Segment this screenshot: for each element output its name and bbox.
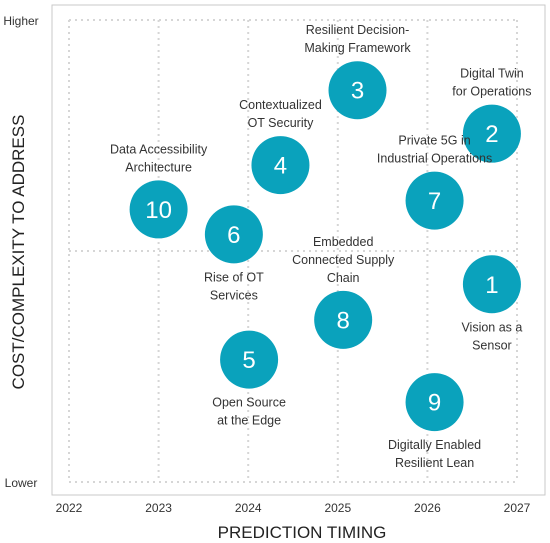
- point-label: OT Security: [248, 116, 315, 130]
- bubble-marker: [251, 136, 310, 195]
- x-tick-label: 2022: [56, 501, 83, 515]
- data-point: 10 Data Accessibility Architecture: [110, 142, 208, 239]
- x-tick-label: 2025: [324, 501, 351, 515]
- y-tick-label: Higher: [3, 14, 38, 28]
- point-label: Rise of OT: [204, 270, 264, 284]
- point-label: Chain: [327, 271, 360, 285]
- data-point: 6 Rise of OT Services: [204, 205, 264, 302]
- bubble-number: 7: [428, 188, 441, 215]
- data-points: 1 Vision as a Sensor 2 Digital Twin for Opera…: [110, 23, 532, 470]
- bubble-marker: [462, 255, 521, 314]
- bubble-number: 6: [227, 222, 240, 249]
- bubble-marker: [129, 180, 188, 239]
- x-tick-label: 2026: [414, 501, 441, 515]
- point-label: Sensor: [472, 338, 512, 352]
- plot-frame: [51, 4, 546, 496]
- bubble-marker: [328, 61, 387, 120]
- point-label: Making Framework: [304, 41, 411, 55]
- point-label: Contextualized: [239, 98, 322, 112]
- point-label: Vision as a: [461, 320, 522, 334]
- point-label: Embedded: [313, 235, 374, 249]
- bubble-marker: [314, 290, 373, 349]
- data-point: 8 Embedded Connected Supply Chain: [292, 235, 395, 349]
- bubble-number: 8: [336, 307, 349, 334]
- x-tick-labels: 2022 2023 2024 2025 2026 2027: [56, 501, 531, 515]
- bubble-number: 1: [485, 272, 498, 299]
- point-label: Open Source: [212, 396, 286, 410]
- data-point: 7 Private 5G in Industrial Operations: [377, 134, 492, 230]
- point-label: at the Edge: [217, 414, 281, 428]
- bubble-marker: [462, 104, 521, 163]
- grid-lines: [68, 19, 518, 483]
- x-tick-label: 2023: [145, 501, 172, 515]
- data-point: 3 Resilient Decision- Making Framework: [304, 23, 411, 120]
- point-label: Resilient Lean: [395, 456, 474, 470]
- point-label: Digital Twin: [460, 67, 524, 81]
- bubble-number: 5: [242, 347, 255, 374]
- point-label: Services: [210, 288, 258, 302]
- y-axis-title: COST/COMPLEXITY TO ADDRESS: [9, 115, 28, 390]
- point-label: Data Accessibility: [110, 142, 208, 156]
- data-point: 5 Open Source at the Edge: [212, 330, 286, 428]
- bubble-marker: [204, 205, 263, 264]
- point-label: Industrial Operations: [377, 152, 492, 166]
- x-tick-label: 2024: [235, 501, 262, 515]
- point-label: Architecture: [125, 160, 192, 174]
- x-axis-title: PREDICTION TIMING: [218, 523, 387, 542]
- data-point: 1 Vision as a Sensor: [461, 255, 522, 352]
- y-tick-label: Lower: [5, 476, 38, 490]
- point-label: Digitally Enabled: [388, 438, 481, 452]
- point-label: Resilient Decision-: [306, 23, 410, 37]
- point-label: Connected Supply: [292, 253, 395, 267]
- bubble-number: 3: [351, 78, 364, 105]
- bubble-number: 10: [145, 197, 172, 224]
- bubble-number: 2: [485, 121, 498, 148]
- y-tick-labels: Higher Lower: [3, 14, 38, 490]
- point-label: for Operations: [452, 85, 531, 99]
- bubble-number: 4: [274, 153, 287, 180]
- bubble-number: 9: [428, 390, 441, 417]
- data-point: 4 Contextualized OT Security: [239, 98, 322, 195]
- bubble-marker: [220, 330, 279, 389]
- bubble-marker: [405, 373, 464, 432]
- bubble-marker: [405, 171, 464, 230]
- point-label: Private 5G in: [398, 134, 470, 148]
- data-point: 9 Digitally Enabled Resilient Lean: [388, 373, 481, 470]
- x-tick-label: 2027: [504, 501, 531, 515]
- data-point: 2 Digital Twin for Operations: [452, 67, 532, 163]
